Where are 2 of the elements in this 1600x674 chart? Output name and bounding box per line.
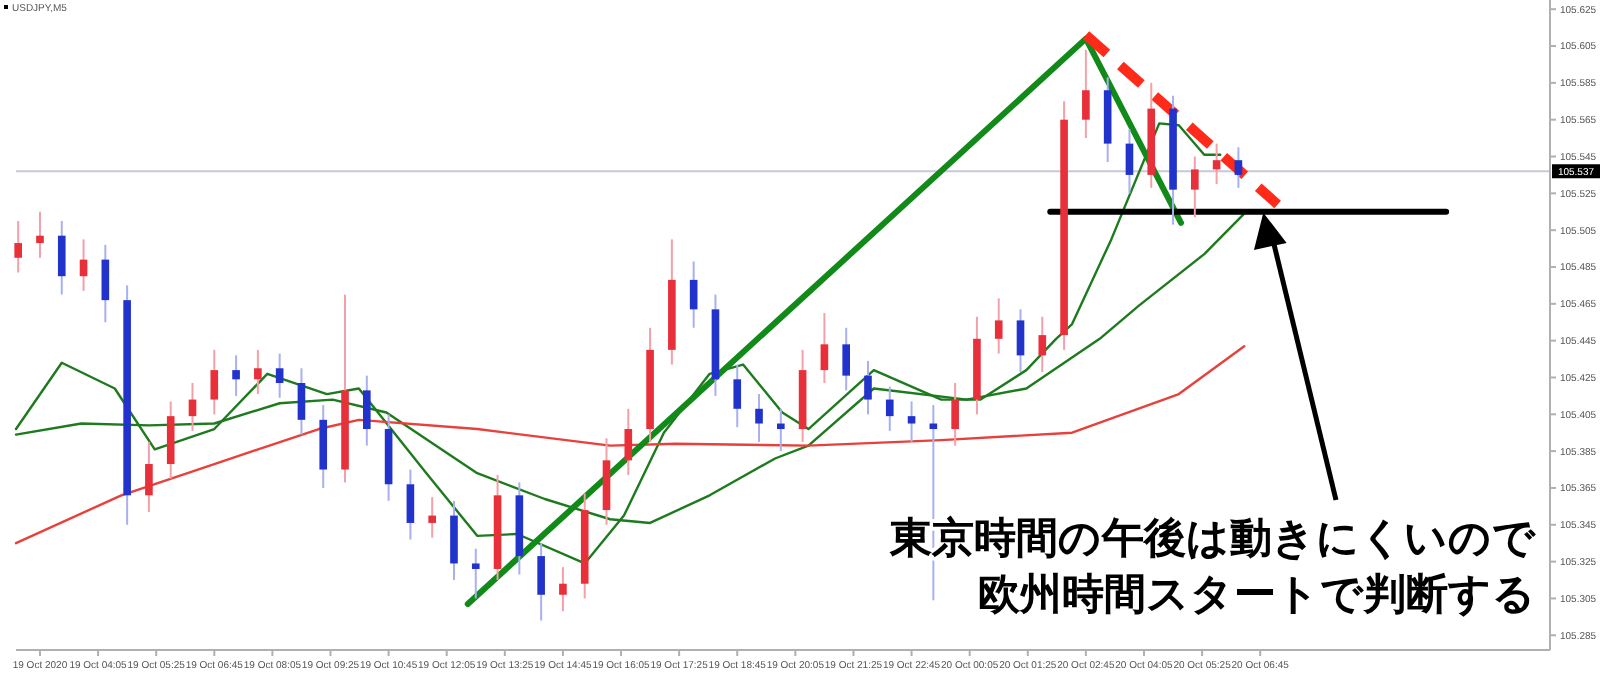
annotation: 東京時間の午後は動きにくいので [890,514,1536,562]
annotation: 欧州時間スタートで判断する [978,570,1536,618]
